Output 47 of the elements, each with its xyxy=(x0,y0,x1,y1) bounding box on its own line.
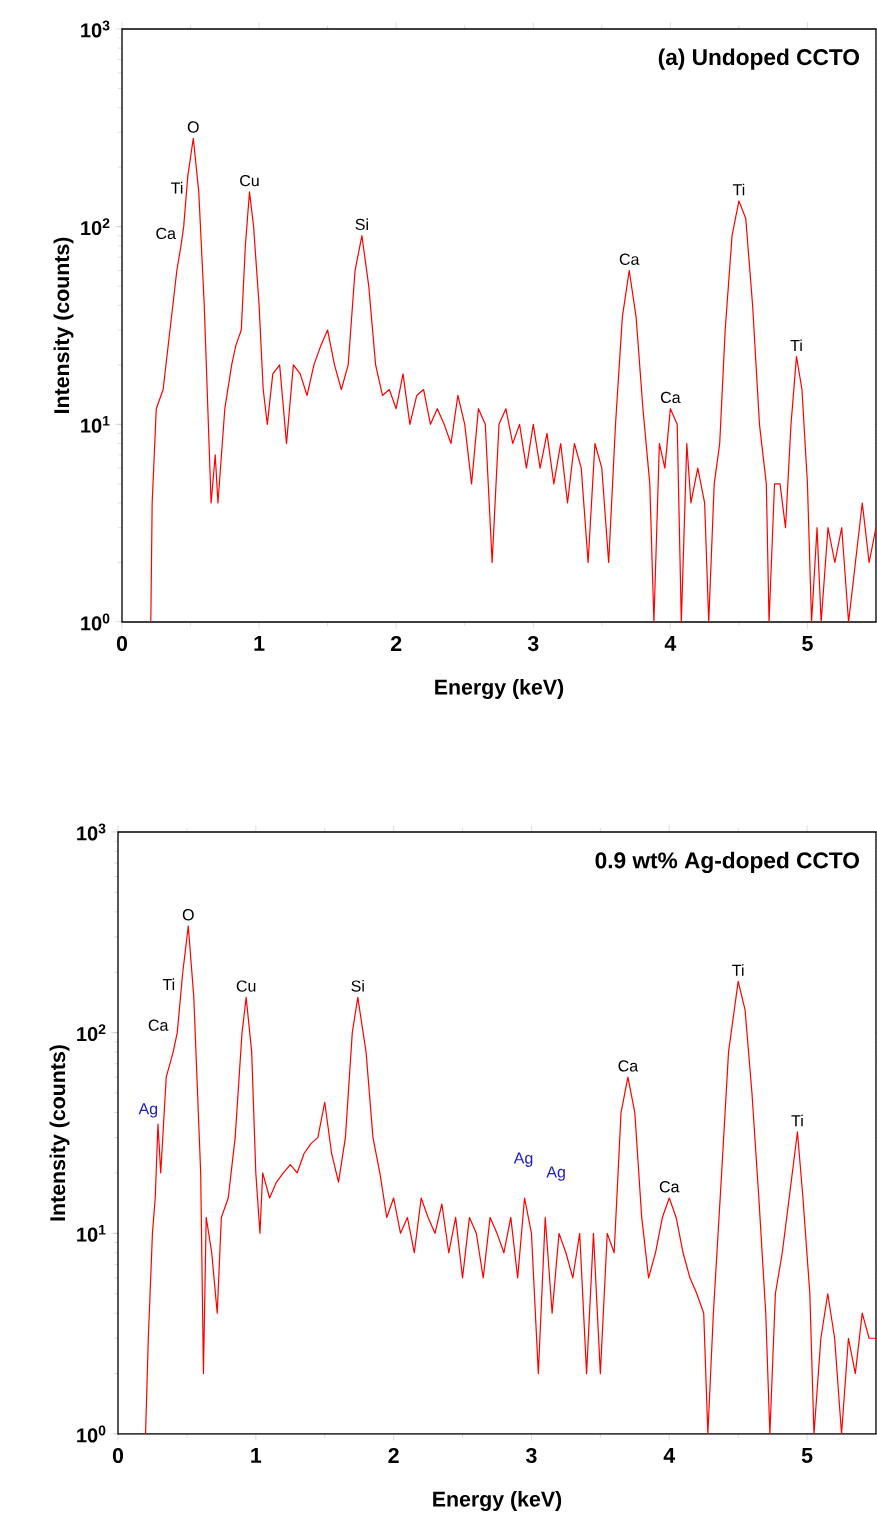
y-axis-title: Intensity (counts) xyxy=(49,1045,70,1221)
x-tick-label: 0 xyxy=(116,636,128,652)
text: 0.9 wt% Ag-doped CCTO xyxy=(595,851,859,873)
x-tick-label: 2 xyxy=(388,1448,399,1463)
annotation: O xyxy=(182,909,194,921)
x-tick-label: 4 xyxy=(664,636,677,651)
y-tick-label: 10$^{0}$ xyxy=(81,613,110,631)
annotation: Ti xyxy=(791,1114,803,1127)
annotation: Ag xyxy=(138,1103,158,1118)
annotation: Ag xyxy=(546,1166,565,1181)
annotation: Ca xyxy=(618,1060,639,1072)
x-tick-label: 1 xyxy=(251,1447,262,1463)
y-tick-label: 10$^{0}$ xyxy=(77,1425,106,1443)
y-tick-label: 10$^{2}$ xyxy=(77,1024,106,1042)
x-axis-title: Energy (keV) xyxy=(433,1491,562,1511)
annotation: Si xyxy=(351,979,364,992)
annotation: Ti xyxy=(790,339,802,352)
y-tick-label: 10$^{3}$ xyxy=(81,20,110,38)
x-tick-label: 3 xyxy=(526,1448,537,1464)
annotation: Ti xyxy=(162,978,175,990)
x-tick-label: 2 xyxy=(390,636,402,651)
x-axis-title: Energy (keV) xyxy=(435,679,564,699)
x-tick-label: 5 xyxy=(802,636,813,651)
x-tick-label: 0 xyxy=(112,1448,124,1464)
annotation: Ti xyxy=(732,183,745,196)
x-tick-label: 3 xyxy=(527,636,539,652)
x-tick-label: 5 xyxy=(801,1447,813,1463)
annotation: Cu xyxy=(236,980,256,992)
annotation: Ca xyxy=(619,253,640,265)
x-tick-label: 4 xyxy=(663,1447,676,1463)
annotation: Ca xyxy=(148,1019,169,1031)
y-tick-label: 10$^{1}$ xyxy=(77,1224,106,1242)
y-tick-label: 10$^{2}$ xyxy=(81,218,110,236)
annotation: Ca xyxy=(659,1181,680,1193)
x-tick-label: 1 xyxy=(254,636,265,651)
annotation: Cu xyxy=(240,174,259,187)
annotation: Ag xyxy=(513,1152,533,1167)
annotation: Ca xyxy=(660,391,681,404)
y-tick-label: 10$^{3}$ xyxy=(77,823,106,841)
text: (a) Undoped CCTO xyxy=(658,48,860,70)
annotation: Ti xyxy=(171,181,183,194)
annotation: Ti xyxy=(732,964,744,976)
annotation: Si xyxy=(355,218,368,231)
annotation: Ca xyxy=(156,227,176,240)
y-tick-label: 10$^{1}$ xyxy=(81,415,110,433)
y-axis-title: Intensity (counts) xyxy=(53,237,74,413)
annotation: O xyxy=(187,121,199,133)
